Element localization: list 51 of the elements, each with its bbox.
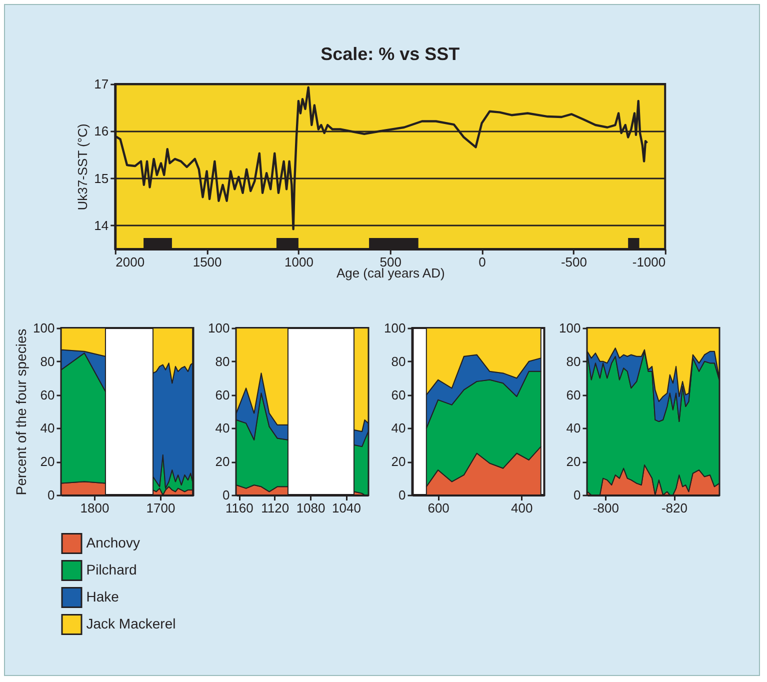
legend-label: Hake — [86, 588, 120, 604]
x-tick-label: 1700 — [146, 500, 176, 516]
y-tick-label: 100 — [208, 320, 230, 336]
y-tick-label: 20 — [215, 454, 230, 470]
y-tick-label: 20 — [40, 454, 55, 470]
y-tick-label: 17 — [94, 76, 109, 92]
x-tick-label: 1800 — [80, 500, 110, 516]
x-tick-label: 400 — [510, 500, 533, 516]
y-tick-label: 0 — [48, 488, 55, 502]
x-tick-label: 1160 — [225, 500, 254, 516]
y-tick-label: 40 — [566, 420, 581, 436]
y-tick-label: 80 — [40, 354, 55, 369]
y-tick-label: 20 — [391, 454, 406, 470]
x-tick-label: 1500 — [192, 254, 222, 270]
y-tick-label: 80 — [391, 354, 406, 369]
y-tick-label: 80 — [215, 354, 230, 369]
y-tick-label: 20 — [566, 454, 581, 470]
y-tick-label: 100 — [559, 320, 581, 336]
chart-title: Scale: % vs SST — [320, 44, 460, 64]
y-tick-label: 0 — [574, 488, 581, 502]
legend-label: Pilchard — [86, 562, 137, 578]
x-tick-label: 1040 — [332, 500, 361, 516]
x-tick-label: 1080 — [296, 500, 326, 516]
y-tick-label: 16 — [94, 124, 109, 139]
y-tick-label: 14 — [94, 218, 109, 233]
x-tick-label: -500 — [560, 254, 587, 270]
y-tick-label: 15 — [94, 170, 109, 186]
y-tick-label: 40 — [215, 420, 230, 436]
y-tick-label: 100 — [33, 320, 55, 336]
x-tick-label: 600 — [428, 500, 450, 516]
y-tick-label: 80 — [566, 354, 581, 369]
y-tick-label: 0 — [398, 488, 406, 502]
legend-label: Anchovy — [86, 534, 140, 550]
y-tick-label: 60 — [391, 387, 406, 402]
y-axis-title: Uk37-SST (°C) — [75, 124, 90, 210]
x-tick-label: 1120 — [261, 500, 290, 516]
legend-label: Jack Mackerel — [86, 616, 176, 632]
y-axis-title: Percent of the four species — [13, 328, 30, 496]
x-tick-label: 0 — [478, 254, 486, 270]
x-tick-label: -820 — [661, 500, 688, 516]
x-tick-label: -800 — [592, 500, 619, 516]
x-tick-label: 2000 — [116, 254, 145, 270]
y-tick-label: 100 — [384, 320, 406, 336]
y-tick-label: 0 — [222, 488, 230, 502]
y-tick-label: 60 — [566, 387, 581, 402]
y-tick-label: 60 — [40, 387, 55, 402]
x-tick-label: 1000 — [284, 254, 314, 270]
y-tick-label: 40 — [391, 420, 406, 436]
y-tick-label: 40 — [40, 420, 55, 436]
x-tick-label: -1000 — [632, 254, 666, 270]
y-tick-label: 60 — [215, 387, 230, 402]
